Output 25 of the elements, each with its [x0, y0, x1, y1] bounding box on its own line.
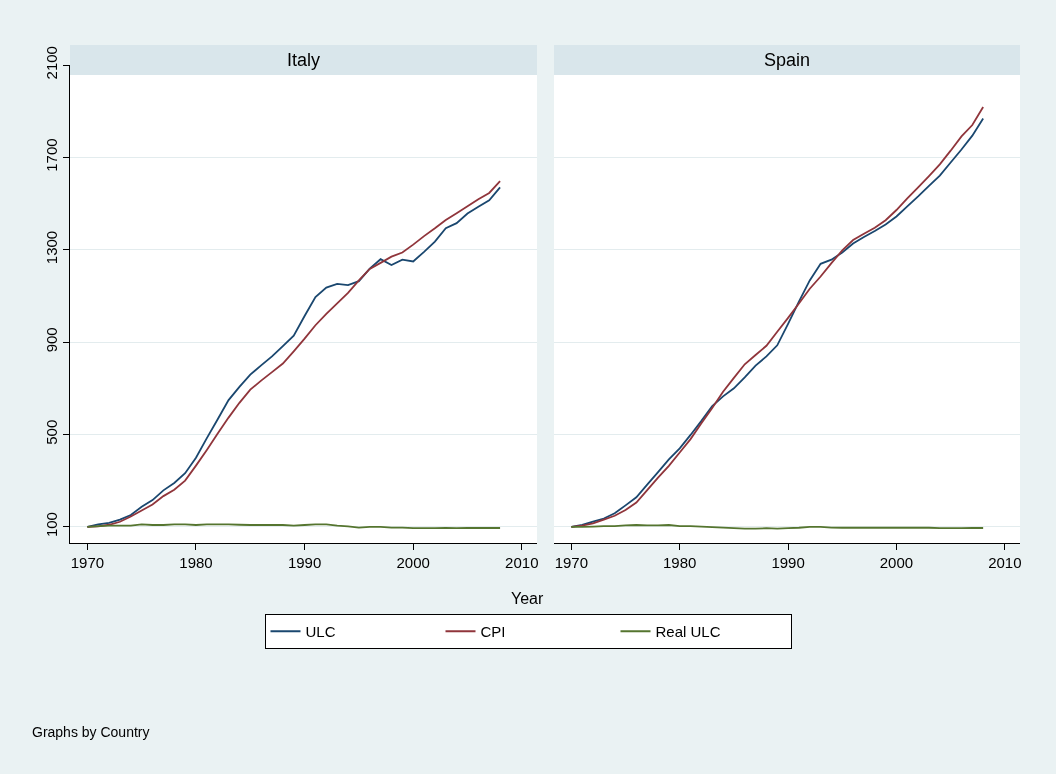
x-tick-label: 1970 [554, 554, 589, 571]
chart-title: Spain [763, 50, 811, 70]
x-tick-label: 2010 [505, 554, 539, 571]
text: Graphs by Country [32, 724, 150, 740]
panel-header: Italy [70, 45, 537, 75]
chart-title: Italy [286, 50, 320, 70]
x-tick-label: 2010 [988, 554, 1022, 571]
x-tick-label: 1970 [70, 554, 105, 571]
y-tick-label: 1300 [43, 230, 60, 265]
y-tick-label: 900 [43, 327, 60, 353]
y-tick-label: 2100 [43, 46, 60, 80]
legend-label: CPI [480, 623, 506, 641]
x-tick-label: 2000 [879, 554, 914, 571]
panel-header: Spain [554, 45, 1020, 75]
x-tick-label: 1980 [663, 554, 697, 571]
legend-label: ULC [305, 623, 336, 641]
x-tick-label: 1980 [179, 554, 213, 571]
legend-label: Real ULC [655, 623, 721, 641]
x-tick-label: 2000 [396, 554, 430, 571]
x-axis-title: Year [511, 590, 544, 607]
y-tick-label: 1700 [43, 138, 60, 172]
x-tick-label: 1990 [287, 554, 322, 571]
y-tick-label: 100 [43, 512, 60, 538]
y-tick-label: 500 [43, 419, 60, 445]
x-tick-label: 1990 [771, 554, 805, 571]
